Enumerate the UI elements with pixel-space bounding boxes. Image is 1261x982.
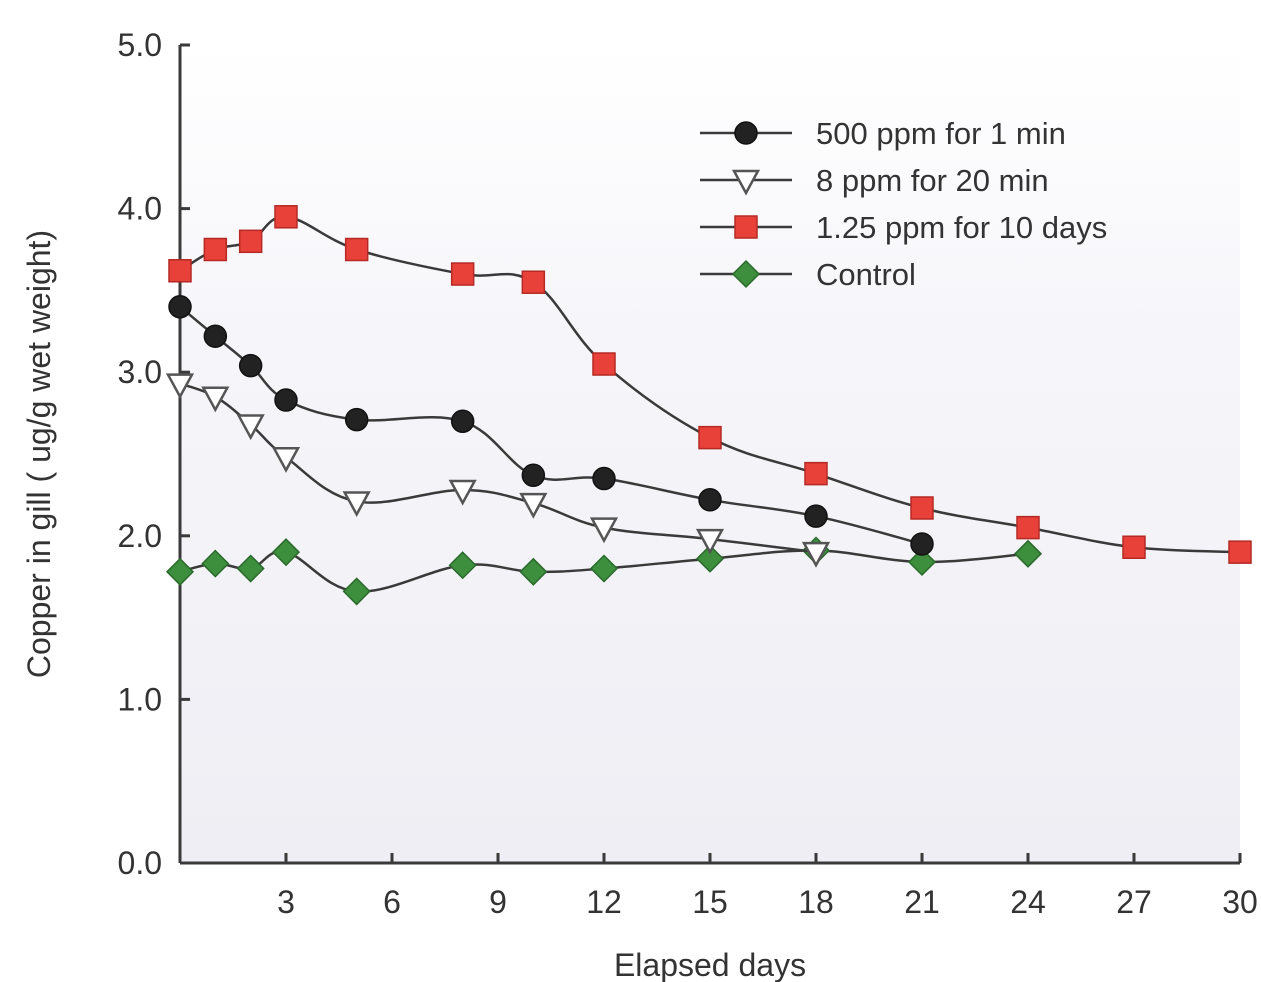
- data-point: [521, 463, 546, 488]
- data-point: [592, 352, 616, 376]
- data-point: [201, 549, 230, 578]
- data-point: [592, 466, 616, 491]
- axis-ticks: 0.0 1.0 2.0 3.0 4.0 5.0 3 6 9 12 15 18 21 24 27 30: [118, 27, 1258, 920]
- data-point: [344, 407, 369, 432]
- data-point: [448, 551, 477, 580]
- data-point: [274, 205, 298, 229]
- data-point: [238, 353, 263, 378]
- data-point: [236, 554, 265, 583]
- x-axis-title: Elapsed days: [614, 947, 806, 982]
- x-tick-label: 21: [904, 884, 940, 920]
- data-point: [519, 492, 548, 519]
- legend-entry: 500 ppm for 1 min: [700, 116, 1066, 151]
- data-point: [1016, 515, 1040, 540]
- y-tick-label: 4.0: [118, 191, 162, 227]
- data-point: [804, 461, 828, 486]
- data-point: [695, 528, 725, 555]
- data-point: [698, 488, 722, 512]
- y-tick-label: 1.0: [118, 681, 162, 717]
- data-point: [801, 541, 831, 568]
- x-tick-label: 27: [1116, 884, 1152, 920]
- legend: 500 ppm for 1 min 8 ppm for 20 min 1.25 pp…: [700, 116, 1107, 292]
- data-point: [342, 491, 371, 518]
- x-tick-label: 12: [586, 884, 622, 920]
- data-point: [236, 414, 265, 441]
- data-point: [1122, 535, 1146, 560]
- legend-entry: Control: [700, 257, 916, 292]
- data-series: [165, 205, 1252, 606]
- series-1: [165, 373, 831, 568]
- data-point: [448, 479, 477, 506]
- data-point: [274, 388, 298, 412]
- y-tick-label: 2.0: [118, 518, 162, 554]
- data-point: [168, 295, 192, 319]
- data-point: [910, 496, 934, 520]
- legend-marker: [731, 259, 761, 289]
- data-point: [1013, 539, 1043, 568]
- x-tick-label: 18: [798, 884, 834, 920]
- data-point: [450, 262, 475, 286]
- data-point: [589, 554, 619, 583]
- data-point: [203, 324, 228, 348]
- x-tick-label: 30: [1222, 884, 1258, 920]
- x-tick-label: 3: [277, 884, 295, 920]
- data-point: [695, 544, 725, 573]
- y-tick-label: 0.0: [118, 845, 162, 881]
- legend-entry: 8 ppm for 20 min: [700, 163, 1049, 198]
- legend-entry: 1.25 ppm for 10 days: [700, 210, 1107, 245]
- data-point: [168, 259, 192, 283]
- data-point: [521, 270, 546, 294]
- data-point: [271, 447, 301, 473]
- data-point: [165, 373, 195, 400]
- data-point: [907, 547, 937, 577]
- legend-marker: [734, 121, 758, 145]
- y-tick-label: 5.0: [118, 27, 162, 63]
- legend-label: 1.25 ppm for 10 days: [816, 210, 1107, 245]
- data-point: [804, 504, 828, 528]
- data-point: [910, 532, 934, 556]
- data-point: [589, 517, 619, 544]
- data-point: [519, 557, 548, 586]
- x-tick-label: 6: [383, 884, 401, 920]
- data-point: [201, 386, 230, 413]
- legend-marker: [731, 169, 761, 196]
- x-tick-label: 24: [1010, 884, 1046, 920]
- legend-marker: [734, 215, 758, 239]
- series-0: [168, 295, 934, 556]
- legend-label: 8 ppm for 20 min: [816, 163, 1049, 198]
- x-tick-label: 15: [692, 884, 728, 920]
- data-point: [203, 237, 228, 262]
- data-point: [238, 229, 263, 254]
- plot-background: [180, 45, 1240, 863]
- y-axis-title: Copper in gill ( ug/g wet weight): [21, 230, 57, 678]
- data-point: [344, 237, 369, 262]
- data-point: [698, 425, 722, 450]
- data-point: [1228, 540, 1252, 564]
- data-point: [342, 577, 371, 606]
- data-point: [271, 538, 301, 567]
- series-2: [168, 205, 1252, 564]
- y-tick-label: 3.0: [118, 354, 162, 390]
- legend-label: 500 ppm for 1 min: [816, 116, 1066, 151]
- data-point: [450, 409, 475, 434]
- x-tick-label: 9: [489, 884, 507, 920]
- data-point: [165, 557, 195, 586]
- legend-label: Control: [816, 257, 916, 292]
